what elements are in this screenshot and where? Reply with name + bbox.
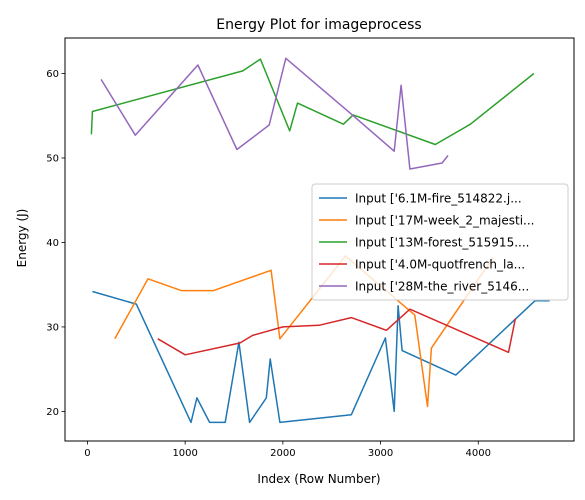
x-tick-label: 4000	[466, 448, 491, 459]
x-tick-label: 3000	[368, 448, 393, 459]
series-line-1	[92, 290, 550, 424]
series-line-3	[90, 58, 535, 146]
legend-label-3: Input ['13M-forest_515915....	[355, 236, 529, 250]
plot-frame	[64, 37, 575, 442]
series-line-5	[100, 57, 449, 170]
legend: Input ['6.1M-fire_514822.j... Input ['17M…	[311, 183, 569, 301]
y-axis-title: Energy (J)	[15, 209, 29, 268]
legend-box	[311, 183, 569, 301]
legend-label-2: Input ['17M-week_2_majesti...	[355, 214, 534, 228]
x-tick-label: 0	[84, 448, 90, 459]
x-tick-label: 1000	[172, 448, 197, 459]
chart-title: Energy Plot for imageprocess	[216, 17, 421, 33]
y-tick-label: 40	[46, 238, 59, 249]
legend-label-5: Input ['28M-the_river_5146...	[355, 280, 529, 294]
series-line-4	[157, 308, 517, 356]
y-tick-label: 30	[46, 322, 59, 333]
legend-label-1: Input ['6.1M-fire_514822.j...	[355, 192, 522, 206]
y-tick-label: 50	[46, 153, 59, 164]
legend-label-4: Input ['4.0M-quotfrench_la...	[355, 258, 525, 272]
y-tick-label: 20	[46, 407, 59, 418]
series-line-2	[114, 255, 494, 408]
series-lines	[90, 57, 550, 424]
axis-ticks: 0 1000 2000 3000 4000 20 30 40 50 60	[46, 69, 491, 459]
x-axis-title: Index (Row Number)	[257, 472, 380, 486]
x-tick-label: 2000	[270, 448, 295, 459]
y-tick-label: 60	[46, 69, 59, 80]
